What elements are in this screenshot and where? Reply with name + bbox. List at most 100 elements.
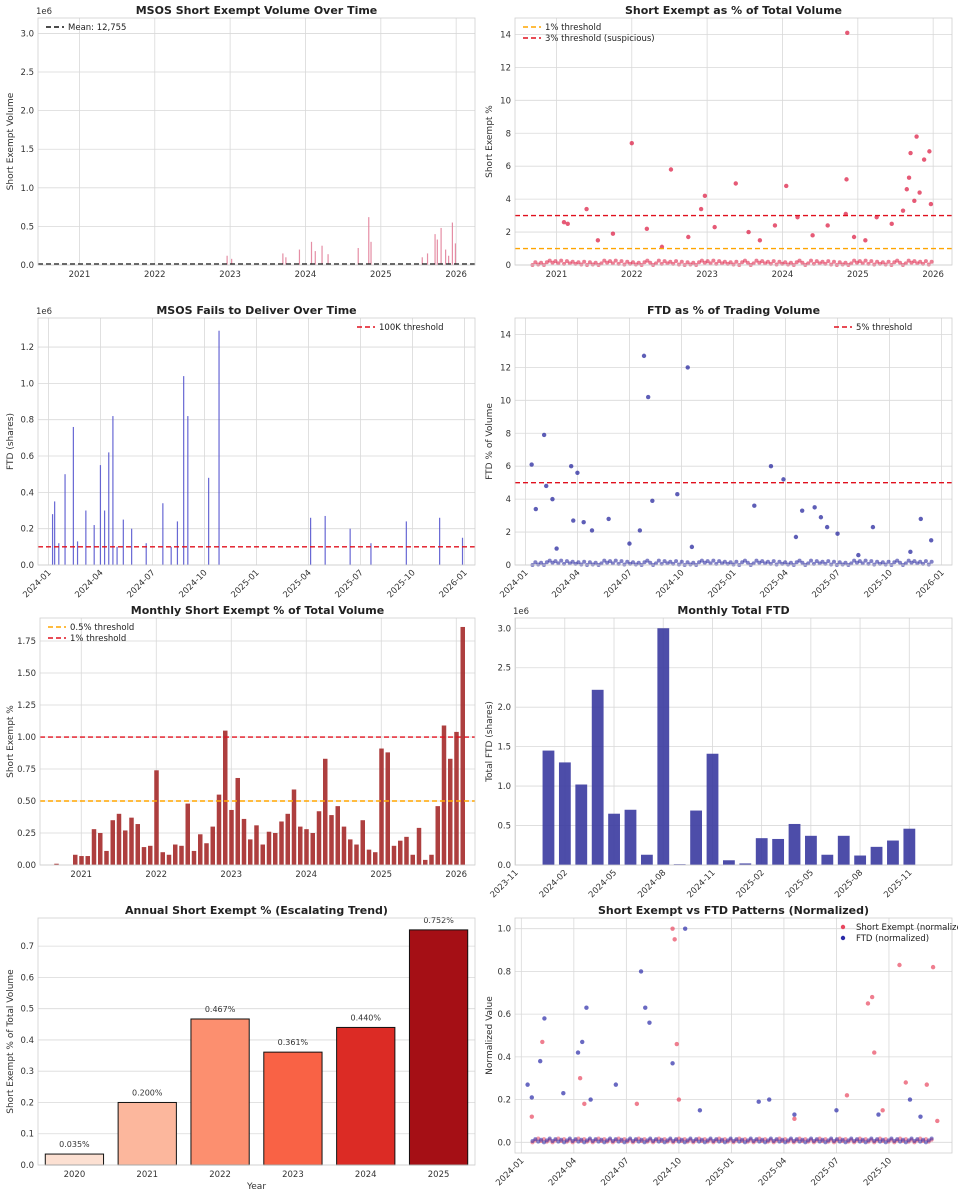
scatter-point-baseline	[912, 1139, 917, 1144]
scatter-point-baseline	[731, 562, 736, 567]
x-tick-label: 2024-04	[550, 568, 582, 600]
scatter-point-baseline	[533, 560, 538, 565]
x-tick-label: 2026-01	[915, 568, 947, 600]
bar	[122, 830, 128, 865]
bar	[285, 257, 287, 265]
scatter-point	[641, 353, 647, 359]
bar	[172, 844, 178, 865]
scatter-point-baseline	[777, 1139, 782, 1144]
scatter-point-baseline	[708, 261, 713, 266]
scatter-point-baseline	[763, 261, 768, 266]
scatter-point	[733, 181, 738, 186]
scatter-point-baseline	[567, 561, 572, 566]
scatter-point-baseline	[809, 1136, 814, 1141]
scatter-point-baseline	[740, 260, 745, 265]
scatter-point-baseline	[768, 1136, 773, 1141]
bar	[179, 845, 184, 865]
y-tick-label: 12	[500, 363, 511, 373]
scatter-point-baseline	[903, 1140, 908, 1145]
scatter-point-baseline	[734, 259, 739, 264]
scatter-point-baseline	[915, 561, 920, 566]
scatter-point	[529, 1114, 535, 1119]
scatter-point-baseline	[800, 1137, 805, 1142]
chart-monthly-short-exempt: 0.00 0.25 0.50 0.75 1.00 1.25 1.50 1.75 2021 2022…	[6, 604, 476, 880]
scatter-point-baseline	[918, 1139, 923, 1144]
scatter-point-baseline	[826, 559, 831, 564]
scatter-point	[685, 365, 690, 370]
scatter-point	[844, 1093, 850, 1098]
scatter-point	[856, 552, 861, 558]
scatter-point-baseline	[653, 1137, 658, 1142]
bar	[372, 852, 378, 865]
x-tick-label: 2025-04	[758, 568, 790, 600]
scatter-point-baseline	[676, 1139, 681, 1144]
scatter-point-baseline	[564, 559, 569, 564]
chart-short-exempt-volume: 0.0 0.5 1.0 1.5 2.0 2.5 3.0 2021 2022 2023 2024 202…	[6, 4, 476, 280]
y-axis-label: Total FTD (shares)	[485, 701, 495, 783]
scatter-point	[772, 223, 778, 228]
scatter-point-baseline	[679, 559, 684, 564]
y-tick-label: 1.0	[20, 184, 34, 194]
scatter-point-baseline	[820, 1137, 825, 1142]
scatter-point-baseline	[883, 562, 888, 567]
data-label: 0.467%	[205, 1005, 236, 1014]
y-tick-label: 0.0	[20, 1161, 34, 1171]
scatter-point-baseline	[702, 1140, 707, 1145]
scatter-point	[930, 964, 936, 970]
x-tick-label: 2024-07	[599, 1156, 631, 1188]
legend-label: 1% threshold	[70, 634, 126, 644]
scatter-point-baseline	[923, 259, 928, 264]
y-tick-label: 1.0	[497, 925, 511, 935]
scatter-point	[921, 157, 927, 162]
scatter-point-baseline	[892, 560, 897, 565]
scatter-point-baseline	[550, 560, 555, 565]
bar	[218, 330, 220, 565]
scatter-point-baseline	[547, 1136, 552, 1141]
legend-swatch	[840, 924, 846, 930]
bar	[147, 845, 153, 865]
scatter-point-baseline	[720, 1137, 725, 1142]
scatter-point-baseline	[872, 562, 877, 567]
y-tick-label: 0.1	[20, 1130, 34, 1140]
chart-title: MSOS Short Exempt Volume Over Time	[136, 4, 378, 17]
scatter-point-baseline	[590, 262, 595, 267]
scatter-point-baseline	[763, 561, 768, 566]
bar	[310, 517, 312, 565]
scatter-point	[869, 994, 875, 1000]
scatter-point	[851, 234, 857, 240]
plot-area	[38, 918, 475, 1165]
bar	[162, 503, 164, 565]
scatter-point	[914, 134, 919, 139]
scatter-point-baseline	[852, 258, 857, 263]
bar	[282, 253, 284, 265]
y-tick-label: 0.0	[20, 561, 34, 571]
scatter-point-baseline	[676, 562, 681, 567]
scatter-point	[575, 470, 580, 475]
scatter-point-baseline	[613, 1137, 618, 1142]
x-tick-label: 2025-01	[229, 568, 261, 600]
y-tick-label: 0.5	[497, 822, 511, 832]
scatter-point-baseline	[869, 259, 874, 264]
scatter-point-baseline	[541, 1140, 546, 1145]
scatter-point-baseline	[705, 1138, 710, 1143]
scatter-point-baseline	[854, 260, 859, 265]
scatter-point-baseline	[596, 1139, 601, 1144]
scatter-point	[676, 1097, 682, 1102]
scatter-point	[844, 177, 849, 182]
scatter-point	[880, 1108, 885, 1113]
bar	[448, 255, 450, 265]
scatter-point-baseline	[605, 260, 610, 265]
bar	[887, 840, 899, 865]
scatter-point	[818, 515, 824, 520]
scatter-point-baseline	[651, 1139, 656, 1144]
y-tick-label: 8	[506, 429, 511, 439]
scatter-point-baseline	[573, 1137, 578, 1142]
scatter-point-baseline	[740, 560, 745, 565]
scatter-point-baseline	[708, 1136, 713, 1141]
y-tick-label: 0.6	[497, 1010, 511, 1020]
data-label: 0.440%	[350, 1013, 381, 1022]
x-tick-label: 2024-04	[73, 568, 105, 600]
chart-normalized-patterns: 0.0 0.2 0.4 0.6 0.8 1.0 2024-01 2024-04 2024-07 2…	[485, 904, 958, 1188]
x-tick-label: 2024-01	[498, 568, 530, 600]
bar	[357, 248, 359, 265]
